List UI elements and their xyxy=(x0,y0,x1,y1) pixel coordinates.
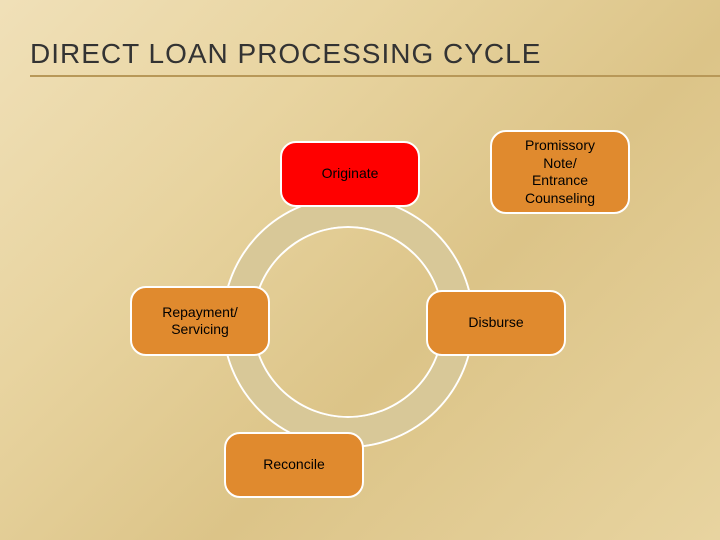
node-label: Entrance xyxy=(532,172,588,190)
node-label: Servicing xyxy=(171,321,229,339)
node-label: Originate xyxy=(322,165,379,183)
node-originate: Originate xyxy=(280,141,420,207)
node-promissory: Promissory Note/ Entrance Counseling xyxy=(490,130,630,214)
node-repayment: Repayment/ Servicing xyxy=(130,286,270,356)
node-label: Promissory xyxy=(525,137,595,155)
page-title: DIRECT LOAN PROCESSING CYCLE xyxy=(30,38,541,70)
node-label: Reconcile xyxy=(263,456,324,474)
node-label: Repayment/ xyxy=(162,304,237,322)
node-label: Disburse xyxy=(468,314,523,332)
node-disburse: Disburse xyxy=(426,290,566,356)
node-reconcile: Reconcile xyxy=(224,432,364,498)
node-label: Counseling xyxy=(525,190,595,208)
node-label: Note/ xyxy=(543,155,576,173)
title-underline xyxy=(30,75,720,77)
